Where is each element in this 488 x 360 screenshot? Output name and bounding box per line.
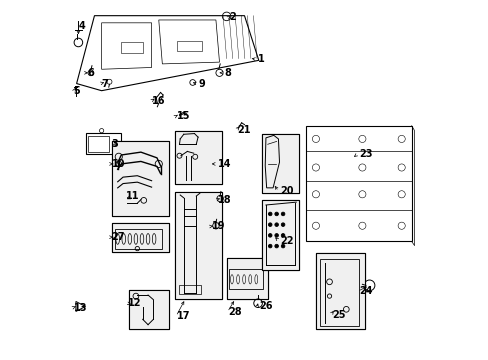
Text: 26: 26 — [258, 301, 272, 311]
Bar — [175, 131, 222, 184]
Circle shape — [274, 244, 278, 248]
Circle shape — [281, 223, 285, 226]
Bar — [111, 141, 169, 216]
Bar — [115, 229, 162, 249]
Bar — [129, 290, 169, 329]
Text: 15: 15 — [176, 111, 190, 121]
Bar — [121, 42, 142, 53]
Text: 19: 19 — [211, 221, 224, 231]
Bar — [88, 136, 109, 152]
Bar — [261, 134, 299, 193]
Bar — [261, 201, 299, 270]
Bar — [111, 223, 169, 252]
Circle shape — [268, 212, 271, 216]
Bar — [226, 257, 267, 298]
Bar — [320, 258, 358, 326]
Text: 5: 5 — [74, 86, 81, 96]
Bar — [261, 134, 299, 193]
Text: 4: 4 — [78, 21, 85, 31]
Text: 24: 24 — [358, 287, 371, 296]
Circle shape — [274, 234, 278, 237]
Text: 6: 6 — [87, 68, 94, 78]
Bar — [179, 285, 201, 294]
Text: 27: 27 — [111, 232, 125, 242]
Text: 18: 18 — [217, 195, 231, 204]
Text: 1: 1 — [258, 54, 264, 64]
Text: 22: 22 — [280, 236, 293, 246]
Text: 11: 11 — [125, 191, 139, 201]
Text: 9: 9 — [198, 78, 204, 89]
Bar — [111, 223, 169, 252]
Text: 20: 20 — [280, 186, 293, 197]
Bar — [261, 201, 299, 270]
Text: 28: 28 — [228, 307, 242, 317]
Circle shape — [268, 244, 271, 248]
Bar — [111, 141, 169, 216]
Bar — [85, 133, 121, 154]
Bar — [175, 131, 222, 184]
Bar — [176, 41, 201, 51]
Circle shape — [281, 234, 285, 237]
Bar — [175, 192, 222, 298]
Text: 25: 25 — [331, 310, 345, 320]
Text: 7: 7 — [102, 78, 108, 89]
Circle shape — [274, 223, 278, 226]
Text: 13: 13 — [74, 302, 87, 312]
Text: 23: 23 — [358, 149, 371, 159]
Text: 16: 16 — [151, 96, 165, 107]
Text: 14: 14 — [217, 159, 231, 169]
Circle shape — [268, 223, 271, 226]
Text: 17: 17 — [176, 311, 190, 321]
Text: 8: 8 — [224, 68, 231, 78]
Bar — [315, 252, 365, 329]
Text: 21: 21 — [237, 125, 250, 135]
Bar — [315, 252, 365, 329]
Text: 3: 3 — [111, 139, 118, 149]
Circle shape — [274, 212, 278, 216]
Bar — [175, 192, 222, 298]
Circle shape — [268, 234, 271, 237]
Bar — [226, 257, 267, 298]
Bar — [229, 269, 263, 289]
Text: 10: 10 — [111, 159, 125, 169]
Text: 12: 12 — [128, 298, 142, 308]
Circle shape — [281, 212, 285, 216]
Circle shape — [281, 244, 285, 248]
Bar — [129, 290, 169, 329]
Text: 2: 2 — [228, 13, 235, 22]
